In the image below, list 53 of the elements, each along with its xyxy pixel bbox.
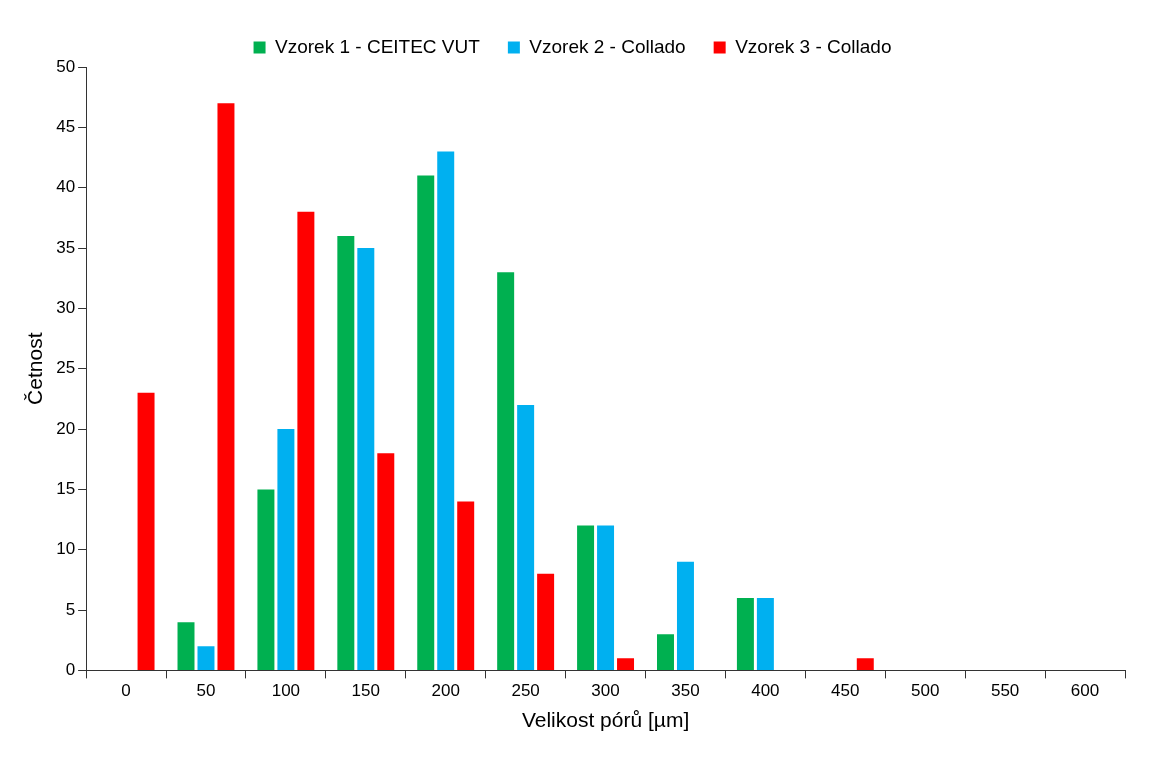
x-tick-label: 100 [271, 681, 301, 701]
y-axis-title: Četnost [23, 332, 47, 405]
bar [437, 151, 455, 670]
bar [137, 392, 155, 670]
bar [676, 561, 694, 670]
bar [457, 501, 475, 670]
y-tick-label: 40 [56, 177, 76, 197]
x-tick-label: 250 [511, 681, 540, 701]
bar [736, 597, 754, 670]
bar [577, 525, 595, 670]
y-tick-label: 15 [56, 479, 76, 499]
x-tick-label: 150 [351, 681, 380, 701]
y-tick-label: 50 [56, 56, 76, 76]
x-tick-label: 50 [196, 681, 216, 701]
legend-label: Vzorek 3 - Collado [735, 35, 892, 57]
bar [537, 573, 555, 670]
bar [517, 404, 535, 670]
bar [197, 646, 215, 670]
bar [856, 658, 874, 670]
bar [357, 248, 375, 670]
bar [177, 622, 195, 670]
bar [497, 272, 515, 670]
y-tick-label: 45 [56, 117, 76, 137]
x-tick-label: 0 [121, 681, 131, 701]
y-tick-label: 5 [65, 599, 76, 619]
x-tick-label: 600 [1070, 681, 1100, 701]
y-tick-label: 30 [56, 298, 76, 318]
y-tick-label: 10 [56, 539, 76, 559]
y-tick-label: 20 [56, 418, 76, 438]
bar [756, 597, 774, 670]
legend-label: Vzorek 1 - CEITEC VUT [275, 35, 481, 57]
legend-label: Vzorek 2 - Collado [529, 35, 686, 57]
x-tick-label: 350 [671, 681, 700, 701]
y-tick-label: 35 [56, 237, 76, 257]
x-tick-label: 300 [591, 681, 620, 701]
x-tick-label: 200 [431, 681, 460, 701]
bar [657, 634, 674, 670]
bar [297, 211, 315, 670]
x-tick-label: 450 [831, 681, 860, 701]
bar [277, 429, 295, 670]
bar [377, 453, 395, 670]
bar [257, 489, 275, 670]
y-tick-label: 0 [65, 660, 76, 680]
x-tick-label: 500 [911, 681, 940, 701]
x-tick-label: 550 [990, 681, 1020, 701]
bar [617, 658, 635, 670]
bar [417, 175, 435, 670]
bar [337, 235, 355, 670]
y-tick-label: 25 [56, 358, 76, 378]
bar [597, 525, 615, 670]
x-tick-label: 400 [751, 681, 780, 701]
x-axis-title: Velikost pórů [µm] [521, 708, 690, 732]
bar [217, 103, 235, 670]
